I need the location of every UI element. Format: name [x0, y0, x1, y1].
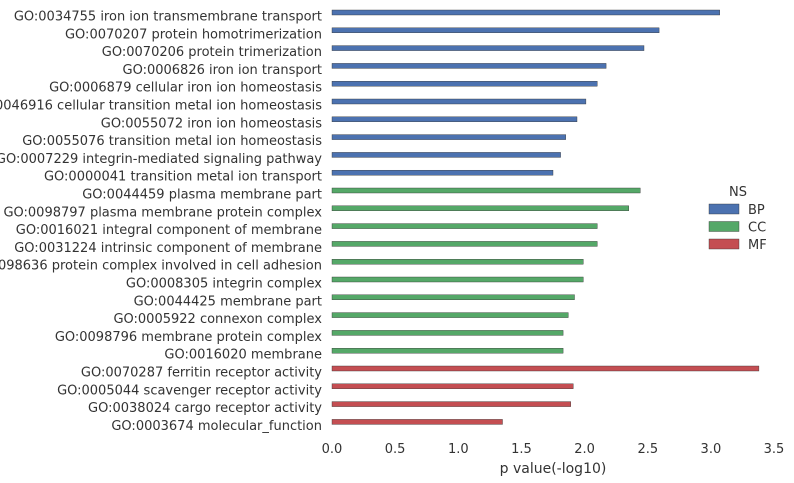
x-tick-label: 0.0 [322, 442, 343, 457]
y-tick-label: GO:0070206 protein trimerization [102, 45, 322, 60]
bar [331, 9, 720, 16]
bar [331, 169, 554, 176]
bar [331, 187, 641, 194]
y-tick-label: GO:0044425 membrane part [134, 294, 322, 309]
bar [331, 152, 561, 158]
bar [331, 276, 584, 283]
bar [331, 330, 564, 336]
bar [331, 63, 607, 69]
y-tick-label: GO:0070207 protein homotrimerization [65, 27, 322, 42]
y-tick-label: GO:0031224 intrinsic component of membra… [14, 241, 322, 256]
legend: NS BP CC MF [708, 185, 767, 253]
bar [331, 134, 566, 140]
y-tick-label: GO:0034755 iron ion transmembrane transp… [14, 10, 322, 25]
y-tick-label: GO:0016021 integral component of membran… [16, 223, 322, 238]
bar [331, 27, 660, 33]
x-tick-label: 3.0 [701, 442, 722, 457]
x-tick-label: 2.0 [574, 442, 595, 457]
x-tick-label: 1.0 [448, 442, 469, 457]
bar [331, 383, 574, 389]
y-tick-label: GO:0005044 scavenger receptor activity [57, 383, 322, 398]
legend-label: BP [748, 203, 765, 218]
y-tick-label: GO:0098797 plasma membrane protein compl… [3, 205, 322, 220]
y-tick-label: GO:0070287 ferritin receptor activity [81, 366, 322, 381]
x-axis-label: p value(-log10) [500, 461, 607, 477]
y-tick-label: GO:0008305 integrin complex [126, 277, 322, 292]
y-tick-label: GO:0046916 cellular transition metal ion… [0, 99, 322, 114]
legend-swatch [708, 221, 740, 232]
bar [331, 259, 584, 265]
bar [331, 241, 598, 247]
bar [331, 80, 598, 87]
y-tick-label: GO:0055076 transition metal ion homeosta… [22, 134, 322, 149]
legend-swatch [708, 203, 740, 215]
y-tick-label: GO:0016020 membrane [164, 348, 322, 363]
y-tick-label: GO:0098636 protein complex involved in c… [0, 259, 322, 274]
bar [331, 205, 629, 212]
legend-swatch [708, 238, 740, 250]
x-tick-label: 3.5 [764, 442, 785, 457]
bar [331, 45, 645, 51]
y-tick-labels: GO:0034755 iron ion transmembrane transp… [0, 10, 322, 434]
y-tick-label: GO:0038024 cargo receptor activity [88, 401, 322, 416]
y-tick-label: GO:0005922 connexon complex [113, 312, 322, 327]
bar [331, 401, 571, 407]
y-tick-label: GO:0006826 iron ion transport [123, 63, 323, 78]
y-tick-label: GO:0000041 transition metal ion transpor… [44, 170, 322, 185]
bar [331, 98, 587, 105]
y-tick-label: GO:0055072 iron ion homeostasis [101, 116, 322, 131]
bar [331, 419, 503, 425]
bar [331, 348, 564, 354]
y-tick-label: GO:0098796 membrane protein complex [55, 330, 322, 345]
y-tick-label: GO:0007229 integrin-mediated signaling p… [0, 152, 322, 167]
bar [331, 223, 598, 229]
bar [331, 116, 578, 123]
x-tick-label: 1.5 [511, 442, 532, 457]
x-tick-label: 2.5 [637, 442, 658, 457]
y-tick-label: GO:0044459 plasma membrane part [82, 188, 322, 203]
y-tick-label: GO:0006879 cellular iron ion homeostasis [49, 81, 322, 96]
legend-label: MF [748, 238, 767, 253]
legend-label: CC [748, 221, 766, 236]
x-tick-label: 0.5 [385, 442, 406, 457]
bars-group [331, 9, 760, 425]
y-tick-label: GO:0003674 molecular_function [111, 419, 322, 434]
x-tick-labels: 0.0 0.5 1.0 1.5 2.0 2.5 3.0 3.5 [322, 442, 785, 457]
bar [331, 365, 760, 372]
legend-title: NS [729, 185, 747, 200]
bar [331, 312, 569, 318]
bar [331, 294, 575, 300]
